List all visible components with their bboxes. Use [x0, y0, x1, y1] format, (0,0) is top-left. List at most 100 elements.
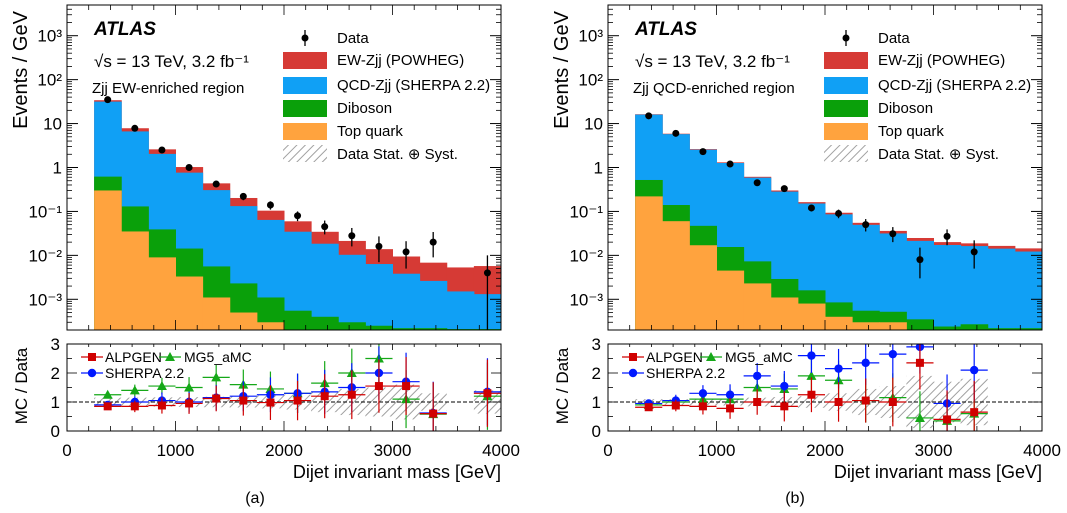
data-point — [672, 129, 680, 137]
x-axis-label: Dijet invariant mass [GeV] — [293, 462, 501, 482]
data-point — [294, 212, 302, 220]
y-tick-label: 10³ — [578, 27, 603, 46]
y-tick-label: 10 — [43, 115, 62, 134]
bar-qcd — [446, 291, 475, 330]
bar-top — [743, 283, 772, 330]
ratio-alpgen-point — [970, 408, 979, 417]
y-tick-label: 1 — [594, 159, 603, 178]
ratio-sherpa-point — [698, 389, 708, 398]
bar-top — [797, 303, 826, 330]
bar-top — [121, 231, 149, 330]
data-point — [212, 180, 220, 188]
ratio-sherpa-point — [834, 364, 843, 373]
ratio-alpgen-point — [266, 398, 275, 407]
ratio-sherpa-point — [780, 381, 789, 391]
legend-diboson-label: Diboson — [337, 100, 392, 117]
bar-top — [716, 270, 745, 330]
bar-qcd — [365, 264, 393, 330]
ratio-alpgen-point — [374, 382, 383, 391]
legend-data-marker — [301, 34, 309, 42]
bar-top — [202, 297, 231, 330]
energy-label: √s = 13 TeV, 3.2 fb⁻¹ — [635, 52, 790, 71]
data-point — [699, 148, 707, 156]
legend-top-swatch — [283, 123, 327, 140]
ratio-legend-mg5-label: MG5_aMC — [184, 349, 252, 365]
bar-qcd — [987, 248, 1016, 330]
energy-label: √s = 13 TeV, 3.2 fb⁻¹ — [94, 52, 249, 71]
ratio-alpgen-point — [753, 398, 762, 406]
ratio-alpgen-point — [644, 403, 653, 412]
y-tick-label: 10³ — [37, 27, 62, 46]
ratio-legend-sherpa-marker — [628, 368, 638, 378]
legend-data-marker — [842, 34, 850, 42]
atlas-label: ATLAS — [93, 19, 156, 40]
data-point — [348, 232, 356, 240]
ratio-sherpa-point — [725, 390, 735, 399]
ratio-legend-mg5-marker — [706, 352, 716, 361]
ratio-alpgen-point — [698, 402, 707, 411]
legend-qcd-swatch — [283, 77, 327, 94]
data-point — [266, 201, 274, 209]
x-tick-label: 0 — [62, 441, 71, 460]
data-point — [807, 204, 815, 212]
y-axis-label: Events / GeV — [551, 10, 573, 128]
bar-top — [148, 257, 176, 330]
ratio-mg5-point — [184, 382, 195, 392]
bar-qcd — [338, 254, 366, 330]
stack-group — [94, 100, 501, 330]
data-point — [753, 179, 761, 187]
x-tick-label: 4000 — [482, 441, 520, 460]
y-tick-label: 10⁻³ — [569, 290, 603, 309]
legend-qcd-label: QCD-Zjj (SHERPA 2.2) — [878, 77, 1031, 94]
data-point — [483, 269, 491, 277]
legend-ew-swatch — [283, 52, 327, 69]
y-tick-label: 10 — [584, 115, 603, 134]
data-point — [726, 160, 734, 168]
ratio-alpgen-point — [293, 396, 302, 405]
legend-diboson-swatch — [283, 100, 327, 117]
ratio-legend-alpgen-label: ALPGEN — [646, 349, 703, 365]
bar-top — [256, 322, 285, 330]
ratio-alpgen-point — [943, 415, 952, 424]
ratio-y-axis-label: MC / Data — [553, 347, 572, 424]
ratio-y-tick-label: 1 — [592, 393, 601, 412]
y-tick-label: 10² — [578, 71, 603, 90]
x-tick-label: 3000 — [374, 441, 412, 460]
bar-diboson — [1014, 328, 1042, 330]
ratio-alpgen-point — [212, 394, 221, 403]
ratio-sherpa-point — [752, 371, 762, 381]
data-point — [185, 164, 193, 171]
legend-data-label: Data — [878, 30, 910, 47]
bar-diboson — [906, 319, 934, 330]
data-point — [104, 96, 112, 104]
bar-diboson — [987, 328, 1016, 330]
data-point — [645, 112, 653, 120]
ratio-alpgen-point — [402, 382, 411, 391]
ratio-mg5-point — [806, 370, 817, 380]
data-point — [321, 223, 329, 231]
ratio-alpgen-point — [726, 404, 735, 413]
ratio-alpgen-point — [103, 402, 112, 411]
ratio-legend-alpgen-marker — [88, 353, 96, 361]
data-point — [916, 256, 924, 264]
region-label: Zjj QCD-enriched region — [633, 80, 795, 97]
data-point — [239, 192, 247, 200]
ratio-alpgen-point — [671, 401, 680, 410]
ratio-y-axis-label: MC / Data — [12, 347, 31, 424]
data-point — [375, 242, 383, 250]
ratio-alpgen-point — [780, 402, 789, 411]
ratio-y-tick-label: 0 — [51, 422, 60, 441]
data-point — [402, 248, 410, 256]
bar-top — [635, 196, 663, 330]
ratio-y-tick-label: 3 — [592, 335, 601, 354]
legend-top-label: Top quark — [337, 123, 403, 140]
panel-caption: (b) — [785, 490, 805, 507]
atlas-label: ATLAS — [634, 19, 697, 40]
legend-syst-label: Data Stat. ⊕ Syst. — [878, 146, 999, 163]
bar-diboson — [311, 316, 339, 330]
ratio-sherpa-point — [861, 358, 870, 368]
ratio-sherpa-point — [969, 365, 979, 375]
ratio-legend-alpgen-label: ALPGEN — [105, 349, 162, 365]
ratio-alpgen-point — [347, 390, 356, 399]
